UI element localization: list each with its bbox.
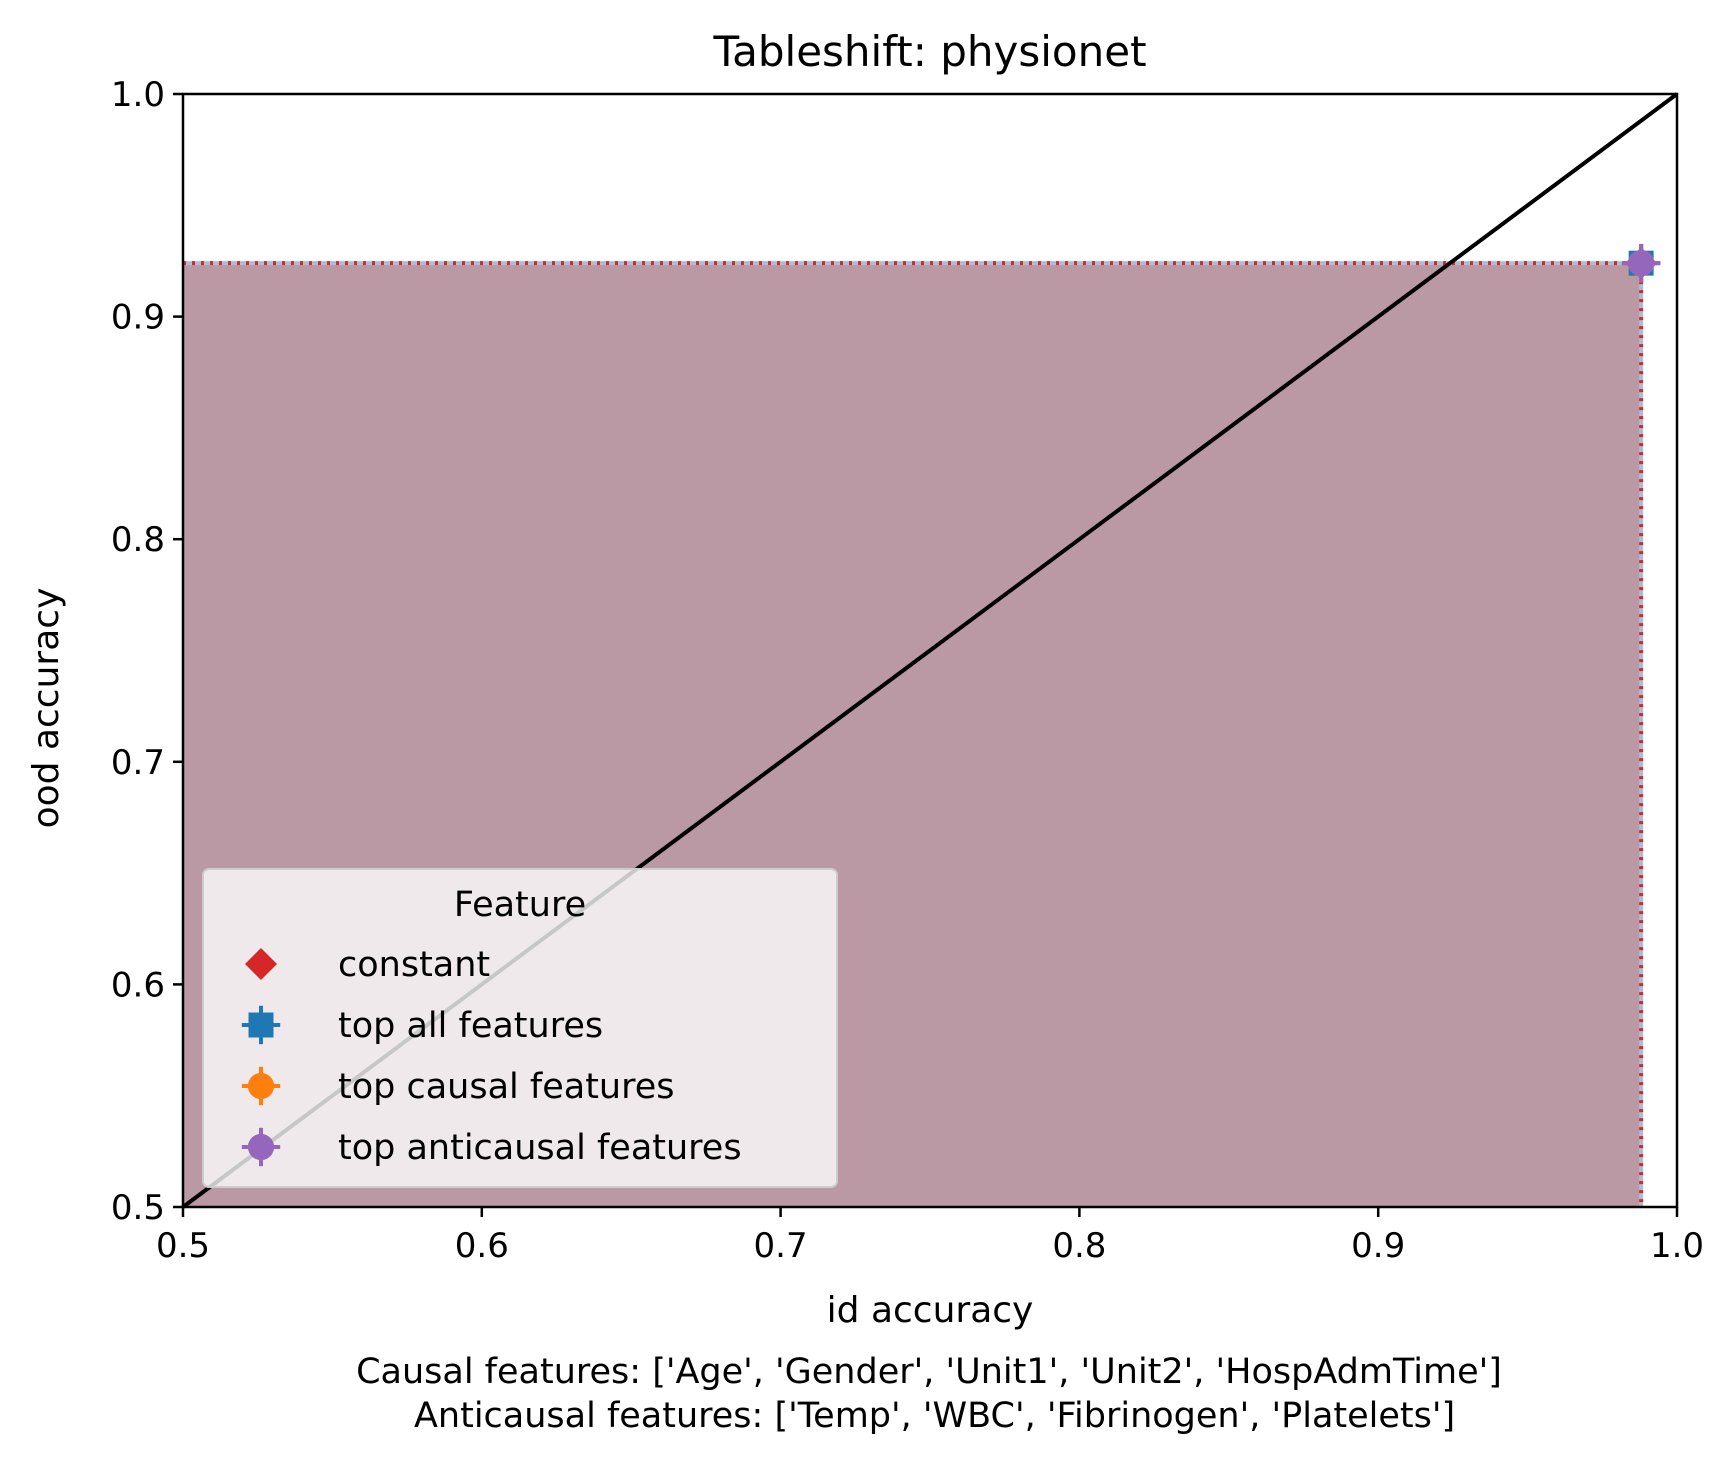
data-point-3-shape <box>1628 250 1655 277</box>
legend-marker-0 <box>245 948 277 980</box>
caption-anticausal-features: Anticausal features: ['Temp', 'WBC', 'Fi… <box>403 1396 1455 1436</box>
legend-marker-2-shape <box>247 1072 275 1100</box>
legend-label: constant <box>338 945 490 985</box>
plot-frame <box>181 92 1679 1209</box>
legend-marker-1 <box>241 1005 281 1045</box>
legend-label: top anticausal features <box>338 1128 742 1168</box>
legend-label: top all features <box>338 1006 603 1046</box>
legend-marker-1-shape <box>248 1012 274 1038</box>
chart-title: Tableshift: physionet <box>712 27 1146 76</box>
data-point-3 <box>1621 243 1661 283</box>
x-axis-title: id accuracy <box>827 1290 1034 1331</box>
legend-marker-3-shape <box>247 1133 275 1161</box>
legend-marker-2 <box>241 1066 281 1106</box>
y-tick-label: 0.7 <box>111 743 165 783</box>
x-tick-label: 0.9 <box>1351 1226 1405 1266</box>
legend-label: top causal features <box>338 1067 674 1107</box>
x-tick-label: 0.8 <box>1052 1226 1106 1266</box>
legend-title: Feature <box>454 885 586 925</box>
caption-causal-features: Causal features: ['Age', 'Gender', 'Unit… <box>356 1352 1502 1392</box>
x-tick-label: 1.0 <box>1650 1226 1704 1266</box>
axes: 0.5 0.6 0.7 0.8 0.9 1.0 0.5 0.6 0.7 0.8 0.9 1.0 <box>111 75 1704 1266</box>
legend: Feature constant top all features top causa… <box>202 868 838 1188</box>
y-tick-label: 0.5 <box>111 1188 165 1228</box>
x-tick-label: 0.6 <box>455 1226 509 1266</box>
legend-box <box>202 868 838 1188</box>
y-tick-label: 1.0 <box>111 75 165 115</box>
y-tick-label: 0.9 <box>111 298 165 338</box>
y-axis-title: ood accuracy <box>26 588 67 829</box>
x-tick-label: 0.5 <box>156 1226 210 1266</box>
y-tick-label: 0.8 <box>111 520 165 560</box>
x-tick-label: 0.7 <box>754 1226 808 1266</box>
legend-marker-3 <box>241 1127 281 1167</box>
legend-marker-0-shape <box>245 948 277 980</box>
y-tick-label: 0.6 <box>111 965 165 1005</box>
